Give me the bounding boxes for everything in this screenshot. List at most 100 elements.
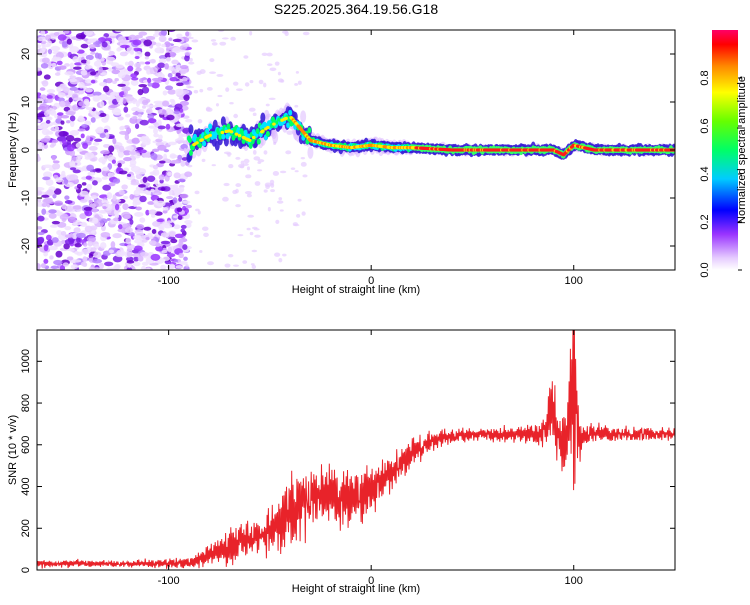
heatmap-cell	[221, 37, 229, 40]
heatmap-cell	[64, 30, 70, 34]
heatmap-cell	[144, 51, 151, 57]
heatmap-cell	[43, 111, 49, 117]
heatmap-cell	[45, 104, 51, 110]
heatmap-cell	[147, 77, 152, 83]
heatmap-cell	[174, 259, 179, 263]
heatmap-cell	[130, 182, 140, 186]
heatmap-cell	[143, 226, 152, 231]
heatmap-cell	[280, 79, 285, 83]
heatmap-cell	[138, 84, 148, 88]
heatmap-cell	[64, 71, 75, 76]
heatmap-cell	[127, 65, 134, 72]
heatmap-cell	[199, 88, 204, 93]
heatmap-cell	[99, 93, 108, 101]
heatmap-cell	[107, 135, 115, 140]
heatmap-cell	[217, 94, 223, 98]
heatmap-cell	[233, 113, 239, 119]
heatmap-cell	[37, 141, 43, 148]
heatmap-cell	[260, 112, 266, 123]
heatmap-cell	[41, 57, 50, 64]
heatmap-cell	[150, 153, 158, 160]
heatmap-cell	[141, 239, 148, 243]
heatmap-cell	[201, 226, 209, 231]
heatmap-y-ticks: -20 -10 0 10 20	[20, 48, 675, 254]
heatmap-cell	[153, 133, 160, 138]
heatmap-cell	[252, 149, 257, 155]
heatmap-ridge	[185, 102, 675, 163]
heatmap-cell	[137, 88, 144, 96]
heatmap-cell	[235, 156, 241, 160]
heatmap-cell	[265, 103, 270, 107]
heatmap-cell	[62, 262, 69, 267]
heatmap-cell	[73, 97, 83, 101]
heatmap-cell	[229, 130, 234, 134]
heatmap-cell	[176, 82, 184, 87]
heatmap-cell	[108, 145, 115, 153]
heatmap-cell	[76, 148, 83, 152]
heatmap-cell	[105, 96, 112, 101]
heatmap-cell	[153, 179, 159, 185]
heatmap-cell	[225, 133, 230, 140]
heatmap-cell	[100, 231, 111, 238]
heatmap-cell	[244, 82, 250, 87]
heatmap-cell	[104, 132, 110, 139]
heatmap-cell	[142, 176, 148, 183]
heatmap-cell	[114, 30, 125, 33]
heatmap-cell	[37, 187, 45, 191]
heatmap-cell	[98, 66, 103, 74]
heatmap-cell	[37, 189, 43, 196]
heatmap-cell	[92, 258, 103, 264]
heatmap-cell	[64, 195, 70, 200]
heatmap-cell	[284, 31, 289, 37]
heatmap-cell	[176, 207, 183, 213]
heatmap-cell	[102, 166, 110, 172]
heatmap-cell	[95, 127, 105, 134]
snr-panel: -100 0 100 0 200 400 600 800 1000 Height of str…	[7, 329, 676, 595]
heatmap-cell	[128, 34, 137, 42]
heatmap-cell	[277, 71, 281, 76]
snr-y-tick-label: 1000	[20, 349, 32, 373]
heatmap-cell	[274, 252, 281, 257]
heatmap-cell	[132, 39, 142, 46]
heatmap-cell	[112, 137, 117, 145]
heatmap-cell	[267, 206, 271, 212]
heatmap-cell	[119, 130, 128, 135]
heatmap-cell	[73, 227, 81, 234]
heatmap-cell	[130, 79, 139, 86]
heatmap-cell	[113, 209, 119, 215]
heatmap-cell	[76, 236, 81, 244]
heatmap-cell	[81, 182, 87, 186]
heatmap-cell	[292, 223, 300, 227]
heatmap-cell	[41, 208, 47, 215]
heatmap-cell	[242, 163, 249, 166]
heatmap-cell	[56, 60, 63, 66]
heatmap-cell	[176, 33, 183, 39]
heatmap-cell	[115, 251, 125, 258]
heatmap-cell	[52, 193, 57, 199]
heatmap-cell	[185, 31, 190, 37]
heatmap-x-tick-label: 100	[565, 275, 583, 287]
heatmap-cell	[129, 159, 137, 166]
heatmap-cell	[116, 47, 122, 52]
heatmap-cell	[205, 106, 211, 112]
heatmap-cell	[295, 71, 299, 74]
heatmap-cell	[39, 87, 46, 91]
heatmap-cell	[270, 183, 274, 186]
heatmap-cell	[233, 264, 240, 267]
heatmap-cell	[254, 234, 261, 238]
heatmap-cell	[179, 193, 189, 199]
heatmap-cell	[102, 205, 107, 210]
heatmap-cell	[88, 146, 98, 151]
heatmap-cell	[86, 164, 95, 172]
heatmap-cell	[62, 139, 67, 145]
heatmap-cell	[180, 224, 187, 229]
heatmap-cell	[90, 109, 99, 117]
heatmap-cell	[123, 88, 129, 96]
heatmap-cell	[99, 82, 108, 87]
heatmap-cell	[179, 100, 190, 106]
heatmap-cell	[184, 51, 192, 56]
heatmap-cell	[160, 187, 166, 191]
heatmap-cell	[278, 197, 283, 201]
heatmap-cell	[43, 251, 48, 257]
heatmap-cell	[66, 256, 74, 261]
